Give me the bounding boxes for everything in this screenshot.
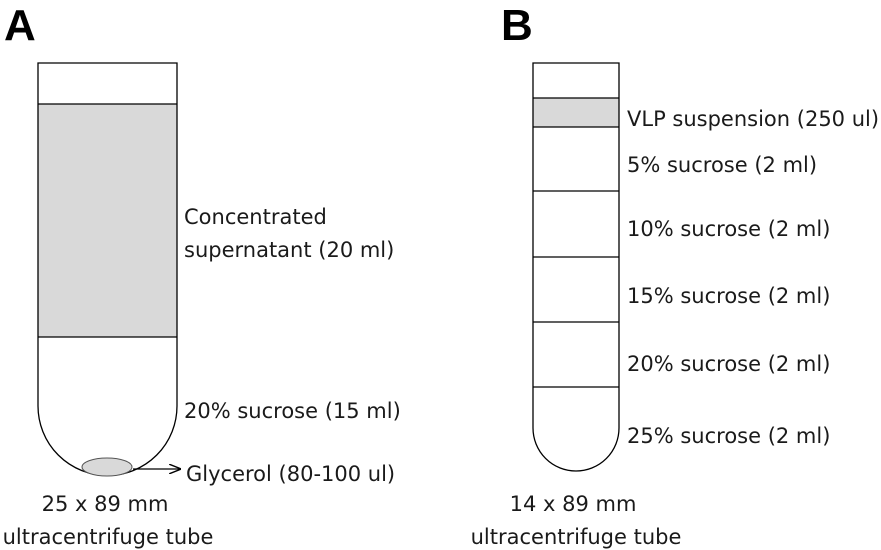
tube-b-type-caption: ultracentrifuge tube (471, 525, 682, 549)
tube-a-type-caption: ultracentrifuge tube (3, 525, 214, 549)
sucrose-5-label: 5% sucrose (2 ml) (627, 153, 817, 177)
tube-b-outline (532, 62, 620, 472)
sucrose-25-label: 25% sucrose (2 ml) (627, 424, 830, 448)
supernatant-layer (38, 104, 177, 337)
panel-b-letter: B (501, 1, 533, 50)
glycerol-label: Glycerol (80-100 ul) (186, 462, 395, 486)
panel-a-letter: A (4, 1, 36, 50)
tube-a-size-caption: 25 x 89 mm (42, 492, 169, 516)
tube-a (37, 62, 180, 477)
glycerol-cushion (81, 457, 133, 477)
sucrose-10-label: 10% sucrose (2 ml) (627, 217, 830, 241)
vlp-layer (533, 98, 619, 127)
tube-b-size-caption: 14 x 89 mm (510, 492, 637, 516)
tube-b (532, 62, 620, 472)
sucrose-20-label-b: 20% sucrose (2 ml) (627, 352, 830, 376)
supernatant-label-line2: supernatant (20 ml) (184, 238, 394, 262)
supernatant-label-line1: Concentrated (184, 205, 327, 229)
vlp-suspension-label: VLP suspension (250 ul) (627, 107, 879, 131)
sucrose-15-label: 15% sucrose (2 ml) (627, 284, 830, 308)
sucrose-20-label: 20% sucrose (15 ml) (184, 399, 401, 423)
